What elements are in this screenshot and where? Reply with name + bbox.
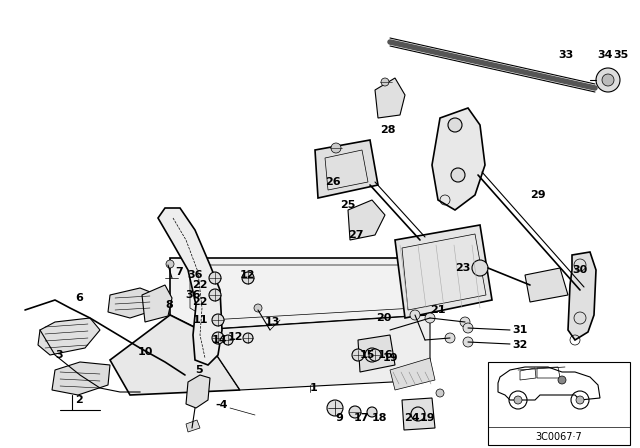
- Polygon shape: [315, 140, 378, 198]
- Circle shape: [448, 118, 462, 132]
- Text: 15: 15: [360, 350, 376, 360]
- Circle shape: [451, 168, 465, 182]
- Text: 35: 35: [613, 50, 628, 60]
- Text: 11: 11: [193, 315, 209, 325]
- Text: 12: 12: [240, 270, 255, 280]
- Circle shape: [349, 406, 361, 418]
- Circle shape: [436, 389, 444, 397]
- Text: 23: 23: [455, 263, 470, 273]
- Polygon shape: [358, 335, 395, 372]
- Polygon shape: [186, 375, 210, 408]
- Circle shape: [223, 335, 233, 345]
- Text: 36: 36: [185, 290, 200, 300]
- Circle shape: [369, 349, 381, 361]
- Text: 7: 7: [175, 267, 183, 277]
- Text: 18: 18: [372, 413, 387, 423]
- Circle shape: [425, 313, 435, 323]
- Text: 8: 8: [165, 300, 173, 310]
- Circle shape: [327, 400, 343, 416]
- Circle shape: [576, 396, 584, 404]
- Polygon shape: [108, 288, 158, 318]
- Circle shape: [331, 143, 341, 153]
- Text: 12: 12: [228, 332, 243, 342]
- Circle shape: [558, 376, 566, 384]
- Polygon shape: [170, 258, 430, 330]
- Polygon shape: [200, 315, 430, 390]
- Text: 33: 33: [558, 50, 573, 60]
- Circle shape: [472, 260, 488, 276]
- Circle shape: [212, 332, 224, 344]
- Polygon shape: [186, 420, 200, 432]
- Polygon shape: [110, 315, 240, 395]
- Text: 6: 6: [75, 293, 83, 303]
- Circle shape: [602, 74, 614, 86]
- Circle shape: [209, 272, 221, 284]
- Text: 3: 3: [55, 350, 63, 360]
- Circle shape: [381, 78, 389, 86]
- Text: 20: 20: [376, 313, 392, 323]
- Text: 22: 22: [192, 297, 207, 307]
- Circle shape: [352, 349, 364, 361]
- Circle shape: [445, 333, 455, 343]
- Circle shape: [242, 272, 254, 284]
- Text: 19: 19: [420, 413, 436, 423]
- Circle shape: [574, 259, 586, 271]
- Circle shape: [463, 337, 473, 347]
- Text: 5: 5: [195, 365, 203, 375]
- Polygon shape: [375, 78, 405, 118]
- Text: 2: 2: [75, 395, 83, 405]
- Polygon shape: [402, 398, 435, 430]
- Circle shape: [514, 396, 522, 404]
- Circle shape: [209, 289, 221, 301]
- Text: 32: 32: [512, 340, 527, 350]
- Circle shape: [166, 260, 174, 268]
- Circle shape: [463, 323, 473, 333]
- Circle shape: [574, 312, 586, 324]
- Circle shape: [243, 333, 253, 343]
- Polygon shape: [568, 252, 596, 340]
- Polygon shape: [348, 200, 385, 240]
- Circle shape: [596, 68, 620, 92]
- Polygon shape: [38, 318, 100, 355]
- Polygon shape: [432, 108, 485, 210]
- Text: 27: 27: [348, 230, 364, 240]
- Polygon shape: [142, 285, 172, 322]
- Circle shape: [460, 317, 470, 327]
- Polygon shape: [52, 362, 110, 395]
- Text: 14: 14: [212, 335, 228, 345]
- Text: 26: 26: [325, 177, 340, 187]
- Text: 36: 36: [187, 270, 202, 280]
- Text: -4: -4: [215, 400, 227, 410]
- Circle shape: [410, 310, 420, 320]
- Circle shape: [212, 314, 224, 326]
- Text: 34: 34: [597, 50, 612, 60]
- Circle shape: [367, 407, 377, 417]
- Polygon shape: [158, 208, 222, 365]
- Text: 17: 17: [354, 413, 369, 423]
- Text: 31: 31: [512, 325, 527, 335]
- Text: 24: 24: [404, 413, 420, 423]
- Text: 21: 21: [430, 305, 445, 315]
- Polygon shape: [390, 358, 435, 390]
- Text: 28: 28: [380, 125, 396, 135]
- Polygon shape: [525, 268, 568, 302]
- Text: 9: 9: [335, 413, 343, 423]
- Circle shape: [254, 304, 262, 312]
- Polygon shape: [395, 225, 492, 318]
- Text: 3C0067·7: 3C0067·7: [536, 432, 582, 442]
- Text: 16: 16: [378, 350, 394, 360]
- Text: 22: 22: [192, 280, 207, 290]
- Text: 19: 19: [383, 353, 399, 363]
- Text: 10: 10: [138, 347, 154, 357]
- Text: 29: 29: [530, 190, 546, 200]
- Text: 30: 30: [572, 265, 588, 275]
- Text: 13: 13: [265, 317, 280, 327]
- Text: 25: 25: [340, 200, 355, 210]
- Text: 1: 1: [310, 383, 317, 393]
